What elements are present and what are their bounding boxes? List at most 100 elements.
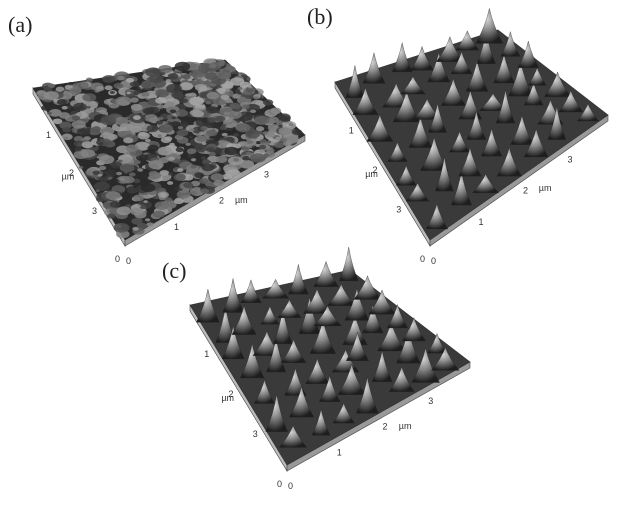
grain: [175, 62, 191, 71]
grain: [148, 160, 163, 169]
grain: [254, 116, 269, 125]
grain: [72, 115, 80, 120]
grain: [189, 128, 195, 131]
grain: [198, 147, 204, 150]
grain: [62, 127, 71, 132]
grain: [206, 129, 217, 136]
grain: [250, 109, 256, 113]
grain: [118, 160, 122, 162]
origin-label: 0: [288, 481, 293, 491]
grain: [163, 121, 168, 124]
x-unit: µm: [235, 195, 248, 205]
grain: [84, 136, 92, 141]
y-unit: µm: [62, 172, 75, 182]
grain: [202, 164, 215, 172]
grain: [259, 149, 265, 152]
grain: [221, 124, 226, 127]
grain: [207, 92, 219, 99]
grain: [115, 96, 131, 106]
grain: [278, 113, 291, 121]
peak: [288, 264, 308, 294]
grain: [168, 73, 179, 79]
grain: [274, 142, 284, 148]
x-tick-label: 2: [219, 196, 224, 206]
grain: [174, 174, 186, 181]
grain: [63, 137, 68, 140]
grain: [72, 120, 86, 128]
grain: [199, 131, 205, 135]
grain: [143, 200, 147, 203]
grain: [144, 114, 157, 122]
grain: [289, 123, 293, 126]
grain: [158, 134, 162, 137]
grain: [176, 147, 184, 152]
grain: [237, 92, 241, 95]
grain: [158, 147, 173, 156]
grain: [174, 198, 184, 204]
grain: [189, 136, 193, 138]
grain: [118, 177, 125, 181]
grain: [224, 147, 238, 155]
grain: [68, 82, 74, 85]
grain: [215, 116, 225, 122]
peak: [392, 43, 412, 72]
grain: [105, 85, 113, 90]
grain: [182, 74, 190, 79]
grain: [131, 104, 142, 111]
grain: [102, 75, 115, 83]
grain: [145, 218, 150, 221]
x-tick-label: 3: [264, 169, 269, 179]
peak: [339, 247, 358, 281]
grain: [267, 148, 275, 153]
grain: [259, 145, 266, 149]
grain: [230, 103, 241, 109]
grain: [137, 132, 149, 139]
grain: [202, 159, 210, 164]
grain: [160, 193, 167, 197]
x-tick-label: 2: [383, 422, 388, 432]
grain: [248, 86, 252, 89]
x-tick-label: 3: [428, 396, 433, 406]
grain: [141, 82, 151, 88]
grain: [94, 182, 110, 191]
grain: [82, 93, 96, 101]
grain: [278, 125, 283, 128]
grain: [79, 166, 84, 169]
grain: [161, 137, 172, 144]
grain: [86, 78, 93, 82]
grain: [292, 129, 302, 135]
grain: [47, 112, 52, 115]
y-tick-label: 3: [253, 429, 258, 439]
grain: [146, 125, 158, 132]
y-unit: µm: [221, 393, 234, 403]
grain: [160, 72, 165, 75]
origin-label: 0: [115, 254, 120, 264]
grain: [177, 190, 191, 198]
grain: [120, 164, 135, 173]
grain: [218, 71, 231, 79]
grain: [141, 92, 149, 97]
grain: [259, 139, 266, 143]
grain: [109, 171, 115, 174]
grain: [153, 211, 165, 218]
grain: [178, 126, 183, 129]
grain: [242, 156, 249, 160]
grain: [224, 112, 231, 116]
grain: [176, 129, 188, 136]
grain: [201, 156, 206, 159]
panel-label: (c): [162, 258, 186, 283]
surface-panel: [33, 58, 305, 246]
grain: [127, 92, 131, 94]
grain: [155, 201, 169, 210]
grain: [69, 87, 81, 94]
grain: [137, 223, 148, 229]
grain: [110, 91, 115, 94]
grain: [226, 169, 241, 178]
grain: [168, 156, 175, 160]
grain: [235, 123, 250, 132]
x-unit: µm: [539, 183, 552, 193]
grain: [116, 172, 122, 176]
y-tick-label: 1: [349, 126, 354, 136]
surface-panel: [190, 247, 470, 471]
origin-label: 0: [277, 479, 282, 489]
